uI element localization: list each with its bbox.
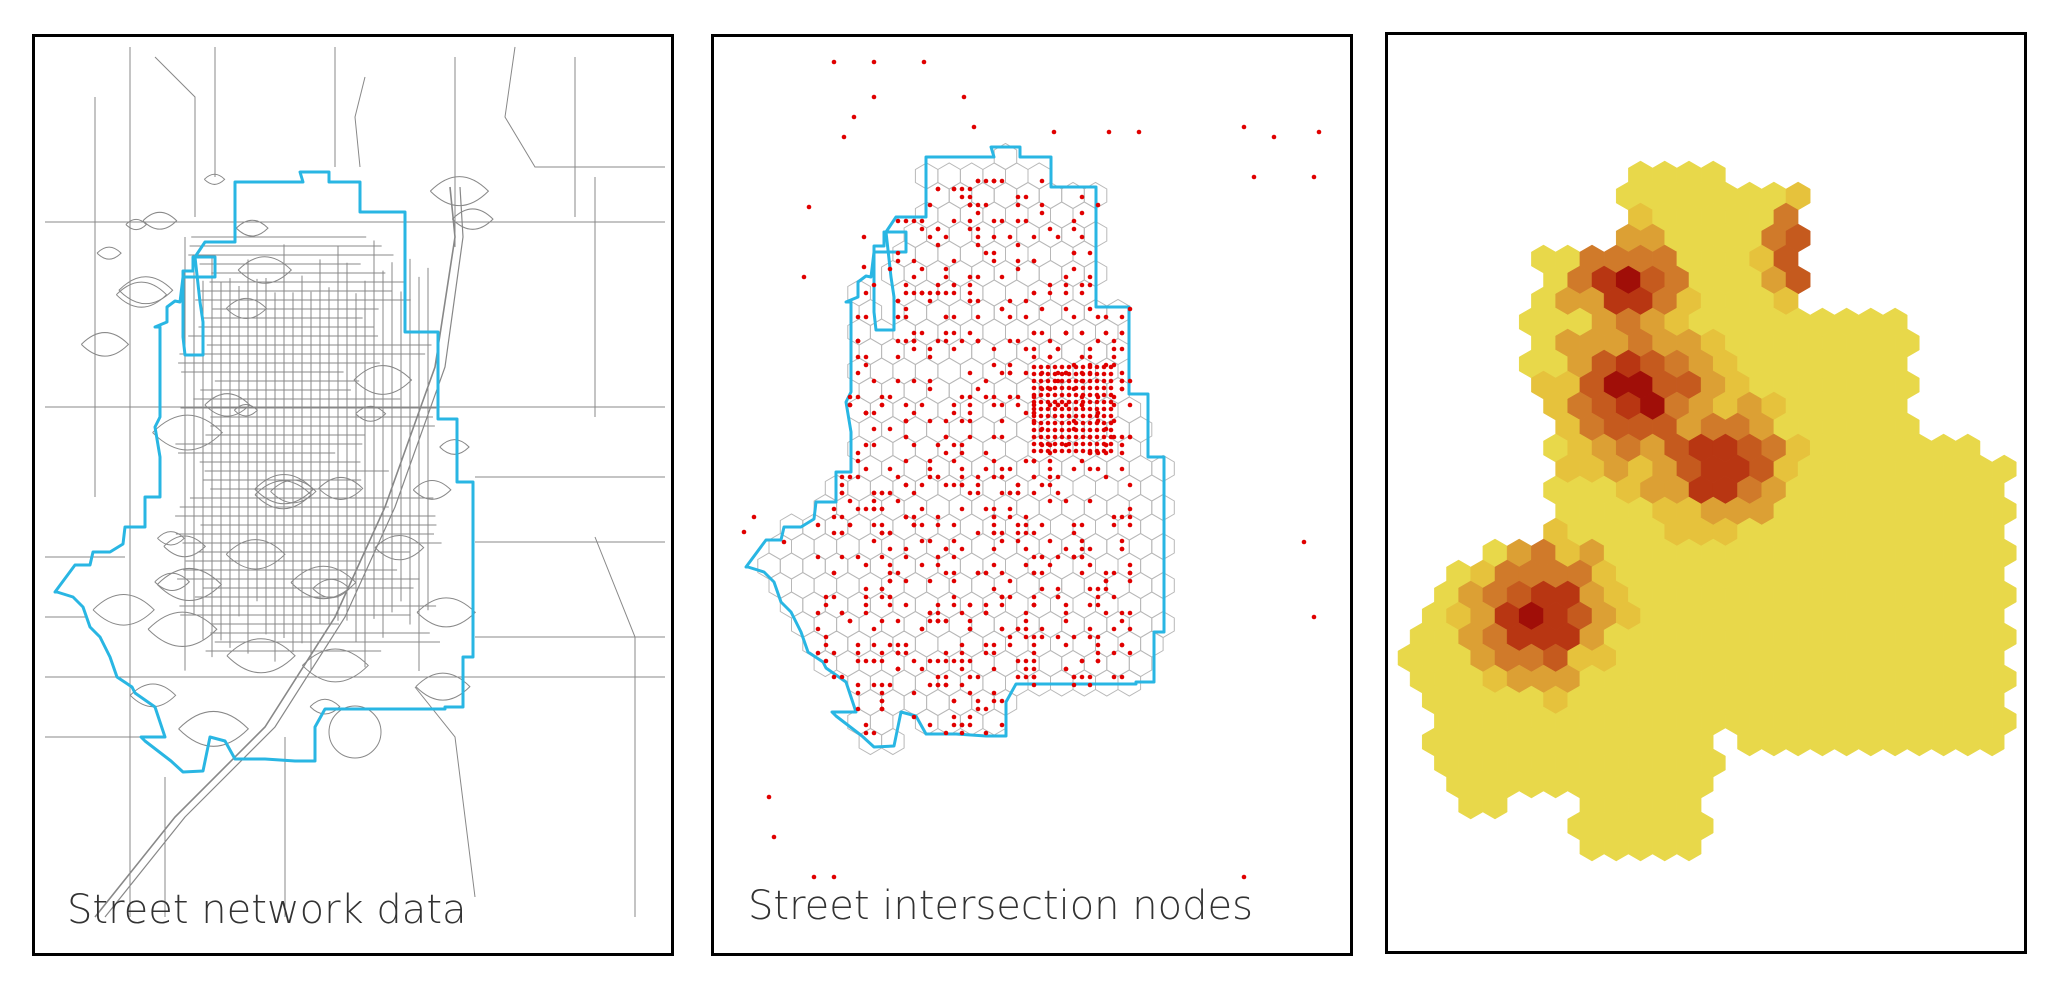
street-network-panel: Street network data [32,34,674,956]
hex-density-panel [1385,32,2027,954]
intersection-nodes [741,59,1322,880]
city-boundary [744,145,1166,749]
street-network-map [45,46,665,918]
density-hexes [1397,160,2017,862]
intersection-nodes-panel: Street intersection nodes [711,34,1353,956]
city-boundary [53,170,475,774]
intersection-nodes-caption: Street intersection nodes [748,883,1253,929]
intersection-nodes-map [741,59,1322,880]
street-lines [45,46,665,918]
hex-density-map [1397,160,2017,862]
street-network-caption: Street network data [67,887,467,933]
